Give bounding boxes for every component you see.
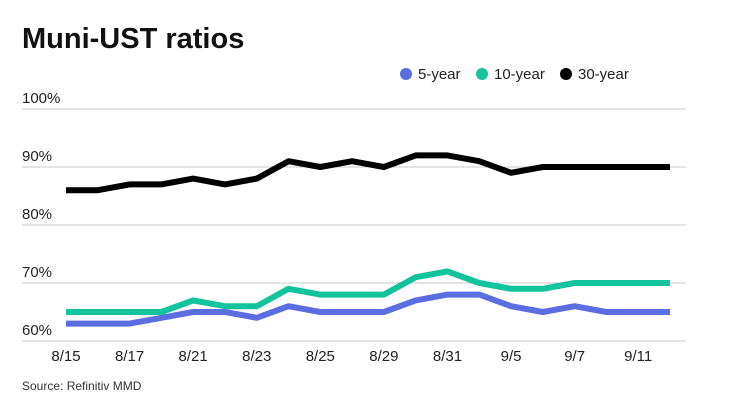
- chart-title: Muni-UST ratios: [22, 23, 244, 55]
- source-note: Source: Refinitiv MMD: [22, 379, 142, 393]
- y-tick-label: 90%: [22, 148, 52, 165]
- x-tick-label: 9/7: [564, 348, 585, 365]
- legend-swatch: [560, 68, 572, 80]
- legend-label: 10-year: [494, 66, 545, 83]
- x-tick-label: 8/21: [179, 348, 208, 365]
- legend-swatch: [476, 68, 488, 80]
- legend-swatch: [400, 68, 412, 80]
- y-tick-label: 100%: [22, 90, 60, 107]
- x-tick-label: 9/11: [624, 348, 652, 365]
- y-tick-label: 80%: [22, 206, 52, 223]
- x-tick-label: 8/29: [369, 348, 398, 365]
- series-line: [66, 268, 670, 315]
- x-tick-label: 8/31: [433, 348, 462, 365]
- x-tick-label: 8/15: [51, 348, 80, 365]
- x-tick-label: 8/23: [242, 348, 271, 365]
- series-line: [66, 291, 670, 327]
- series-line: [66, 152, 670, 194]
- legend-label: 5-year: [418, 66, 461, 83]
- x-tick-label: 9/5: [501, 348, 522, 365]
- legend-label: 30-year: [578, 66, 629, 83]
- y-tick-label: 60%: [22, 322, 52, 339]
- x-tick-label: 8/25: [306, 348, 335, 365]
- y-tick-label: 70%: [22, 264, 52, 281]
- x-tick-label: 8/17: [115, 348, 144, 365]
